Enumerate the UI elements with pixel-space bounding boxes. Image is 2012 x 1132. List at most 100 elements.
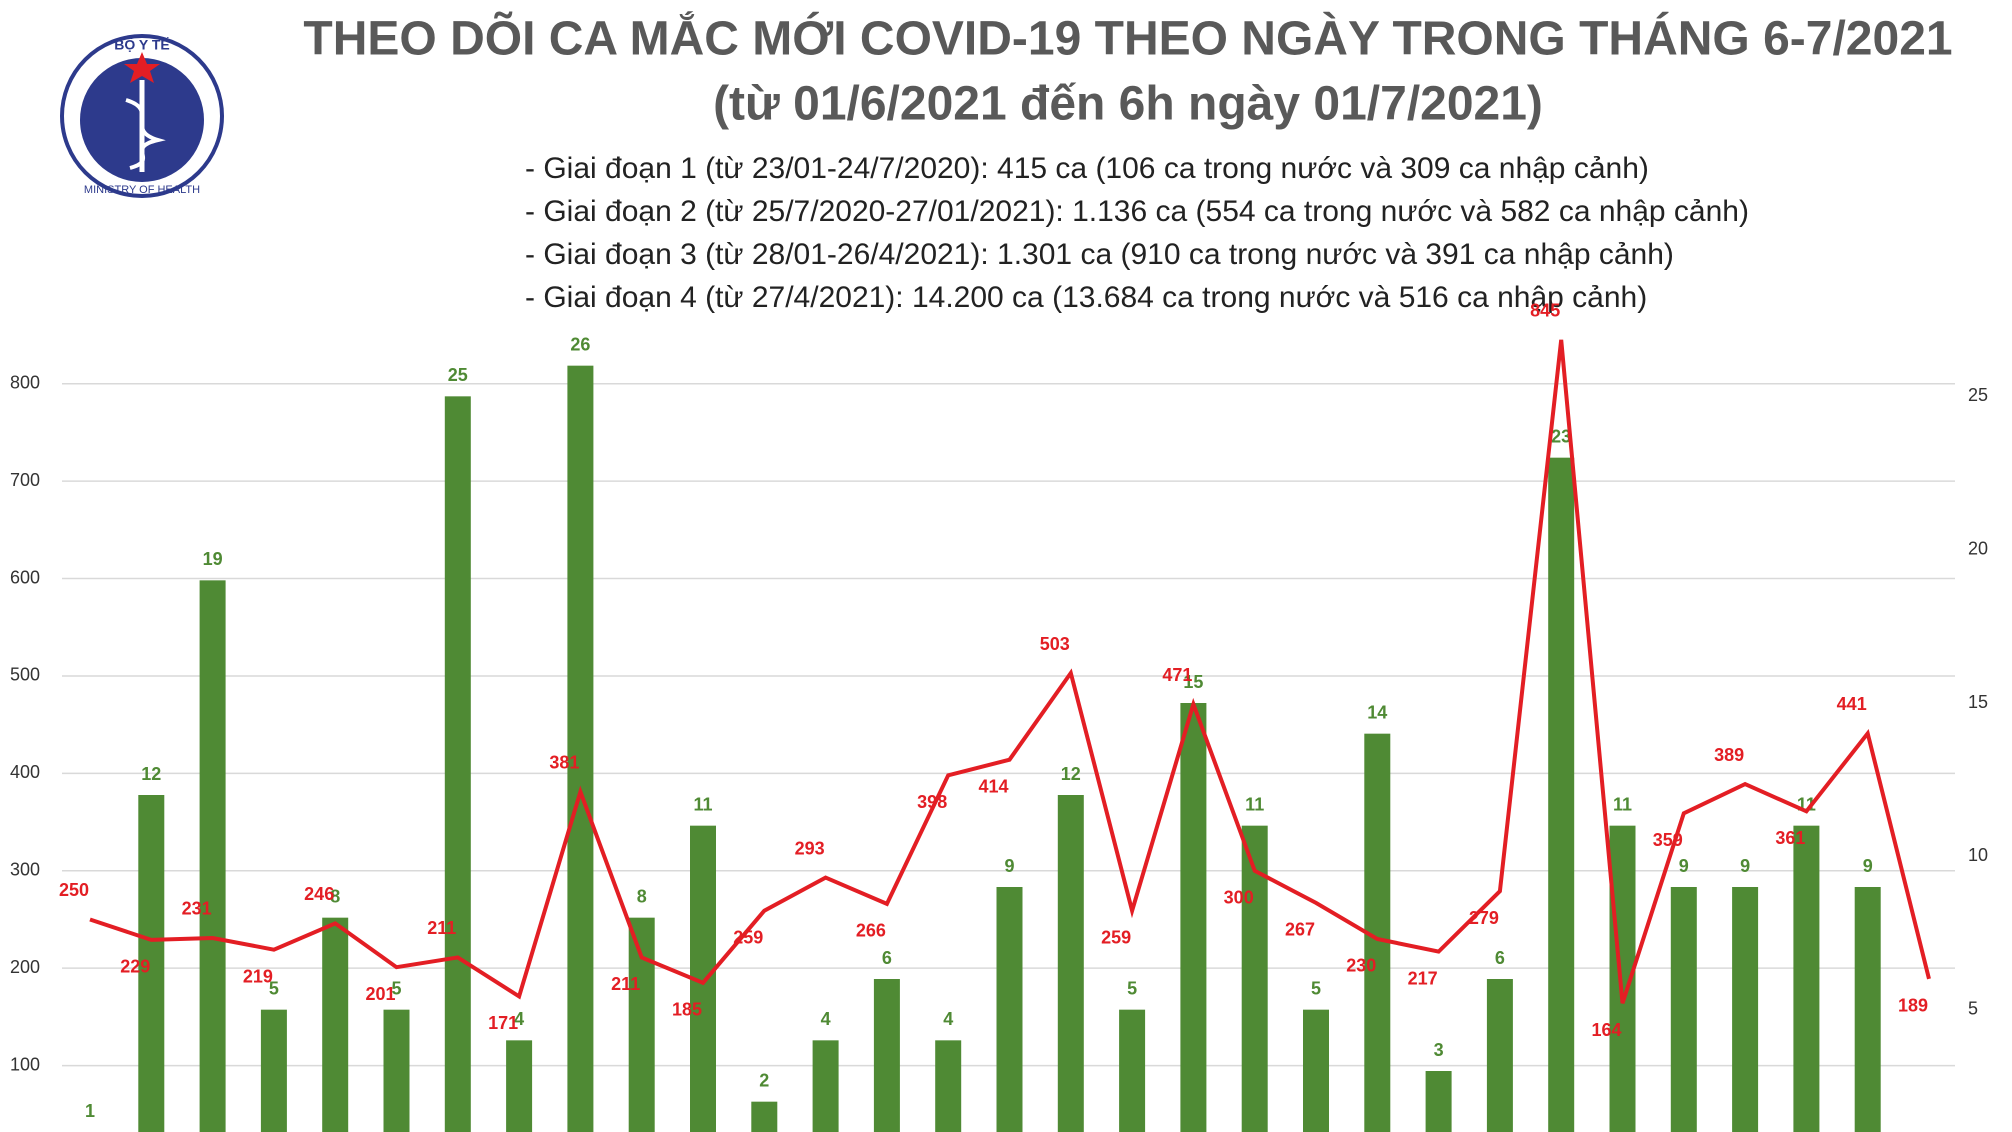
- bar-label: 8: [637, 886, 647, 906]
- line-label: 389: [1714, 745, 1744, 765]
- line-label: 189: [1898, 996, 1928, 1016]
- y2-tick-label: 15: [1968, 692, 1988, 712]
- line-label: 381: [549, 753, 579, 773]
- bar-label: 11: [1245, 794, 1264, 814]
- chart-title: THEO DÕI CA MẮC MỚI COVID-19 THEO NGÀY T…: [303, 11, 1952, 66]
- bar-label: 9: [1004, 856, 1014, 876]
- line-label: 267: [1285, 920, 1315, 940]
- bar: [1180, 703, 1207, 1132]
- bar-label: 6: [1495, 948, 1505, 968]
- bar-label: 11: [1613, 794, 1632, 814]
- line-label: 211: [611, 974, 640, 994]
- bar: [1732, 887, 1759, 1132]
- bar: [1854, 887, 1881, 1132]
- bar: [996, 887, 1023, 1132]
- chart-subtitle: (từ 01/6/2021 đến 6h ngày 01/7/2021): [713, 78, 1543, 131]
- bar-label: 1: [85, 1101, 95, 1121]
- bar-label: 4: [943, 1009, 953, 1029]
- line-label: 503: [1040, 634, 1070, 654]
- bar-label: 6: [882, 948, 892, 968]
- bar-label: 15: [1183, 672, 1203, 692]
- line-label: 359: [1653, 830, 1683, 850]
- y-tick-label: 500: [10, 665, 40, 685]
- bar-label: 5: [391, 978, 401, 998]
- bar: [1425, 1071, 1452, 1132]
- bar: [1303, 1009, 1329, 1132]
- bar: [506, 1040, 533, 1132]
- bar-label: 26: [570, 334, 590, 354]
- line-label: 398: [917, 792, 947, 812]
- bar-label: 9: [1863, 856, 1873, 876]
- bar: [138, 795, 165, 1132]
- line-label: 201: [365, 984, 395, 1004]
- bar-label: 9: [1679, 856, 1689, 876]
- y2-tick-label: 20: [1968, 538, 1988, 558]
- bar: [1119, 1009, 1146, 1132]
- bar-label: 12: [141, 764, 161, 784]
- logo-bottom-text: MINISTRY OF HEALTH: [84, 184, 200, 196]
- bar-label: 2: [759, 1070, 769, 1090]
- bar-label: 23: [1551, 426, 1571, 446]
- line-label: 259: [1101, 927, 1131, 947]
- line-label: 246: [304, 884, 334, 904]
- line: [89, 339, 1931, 1004]
- bar: [1057, 795, 1084, 1132]
- bar: [935, 1040, 962, 1132]
- y-tick-label: 200: [10, 957, 40, 977]
- line-label: 217: [1408, 968, 1438, 988]
- note: - Giai đoạn 3 (từ 28/01-26/4/2021): 1.30…: [525, 238, 1674, 271]
- bar: [444, 396, 471, 1132]
- line-label: 229: [120, 957, 150, 977]
- line-label: 266: [856, 921, 886, 941]
- bar: [628, 917, 655, 1132]
- bar: [322, 917, 349, 1132]
- logo: BỘ Y TẾ MINISTRY OF HEALTH: [60, 34, 224, 198]
- logo-top-text: BỘ Y TẾ: [114, 36, 170, 53]
- bar: [812, 1040, 839, 1132]
- line-label: 171: [488, 1013, 518, 1033]
- bar-label: 4: [821, 1009, 831, 1029]
- bar: [199, 580, 226, 1132]
- bar-label: 19: [203, 549, 223, 569]
- y2-tick-label: 10: [1968, 845, 1988, 865]
- bar: [383, 1009, 410, 1132]
- y2-tick-label: 25: [1968, 385, 1988, 405]
- y-tick-label: 700: [10, 470, 40, 490]
- logo-star: [124, 52, 160, 83]
- line-label: 230: [1346, 956, 1376, 976]
- bar-label: 5: [1311, 978, 1321, 998]
- y2-tick-label: 5: [1968, 998, 1978, 1018]
- bar: [567, 365, 594, 1132]
- bar-label: 11: [693, 794, 712, 814]
- line-label: 259: [733, 927, 763, 947]
- bar: [873, 979, 900, 1132]
- y-tick-label: 600: [10, 567, 40, 587]
- note: - Giai đoạn 2 (từ 25/7/2020-27/01/2021):…: [525, 195, 1749, 228]
- y-tick-label: 300: [10, 860, 40, 880]
- line-label: 185: [672, 1000, 702, 1020]
- y-tick-label: 800: [10, 372, 40, 392]
- y-tick-label: 400: [10, 762, 40, 782]
- bar: [1670, 887, 1697, 1132]
- bar: [1486, 979, 1513, 1132]
- note: - Giai đoạn 4 (từ 27/4/2021): 14.200 ca …: [525, 281, 1647, 314]
- line-label: 845: [1530, 301, 1560, 321]
- line-label: 471: [1162, 665, 1192, 685]
- line-label: 211: [427, 918, 456, 938]
- line-label: 219: [243, 966, 273, 986]
- bar: [1793, 825, 1820, 1132]
- line-label: 279: [1469, 908, 1499, 928]
- note: - Giai đoạn 1 (từ 23/01-24/7/2020): 415 …: [525, 152, 1649, 185]
- line-label: 361: [1775, 828, 1805, 848]
- bar-label: 3: [1434, 1040, 1444, 1060]
- bar-label: 12: [1061, 764, 1081, 784]
- bar: [1548, 457, 1575, 1132]
- line-label: 441: [1837, 694, 1867, 714]
- y-tick-label: 100: [10, 1054, 40, 1074]
- line-label: 300: [1224, 888, 1254, 908]
- line-label: 250: [59, 880, 89, 900]
- line-label: 164: [1591, 1020, 1621, 1040]
- bar-label: 5: [1127, 978, 1137, 998]
- line-label: 414: [978, 776, 1008, 796]
